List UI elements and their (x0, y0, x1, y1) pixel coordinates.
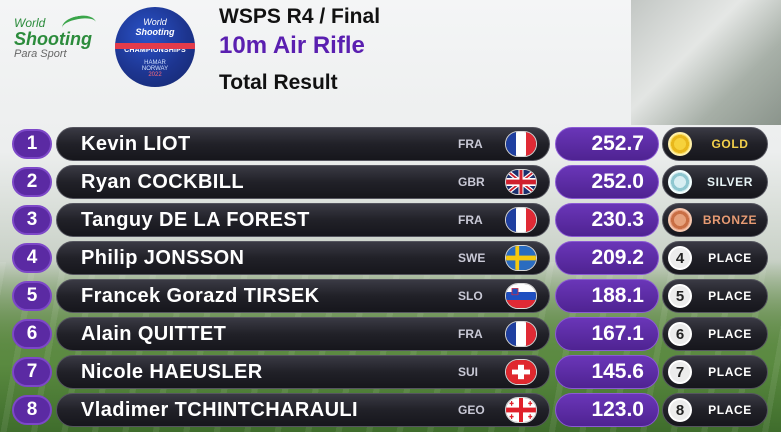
place-medal-icon: 5 (668, 284, 692, 308)
medal-label: SILVER (706, 175, 754, 189)
medal-badge: 8 PLACE (662, 393, 768, 427)
athlete-name: Philip JONSSON (81, 247, 245, 269)
place-medal-icon: 8 (668, 398, 692, 422)
sweden-flag-icon (505, 245, 537, 271)
medal-badge: 5 PLACE (662, 279, 768, 313)
score-value: 252.7 (555, 127, 659, 161)
country-code: SWE (458, 251, 486, 265)
slovenia-flag-icon (505, 283, 537, 309)
medal-badge: 6 PLACE (662, 317, 768, 351)
medal-badge: BRONZE (662, 203, 768, 237)
rank-badge: 2 (12, 167, 52, 197)
place-medal-icon: 6 (668, 322, 692, 346)
medal-label: PLACE (708, 289, 752, 303)
result-row: 4 Philip JONSSON SWE 209.2 4 PLACE (0, 241, 781, 275)
country-code: SLO (458, 289, 483, 303)
score-value: 209.2 (555, 241, 659, 275)
result-type-title: Total Result (219, 71, 338, 94)
logo-line2: Shooting (14, 29, 92, 49)
athlete-bar: Nicole HAEUSLER SUI (56, 355, 550, 389)
athlete-bar: Philip JONSSON SWE (56, 241, 550, 275)
event-title: WSPS R4 / Final (219, 5, 381, 28)
country-code: GBR (458, 175, 485, 189)
championship-logo: World Shooting CHAMPIONSHIPS HAMAR NORWA… (115, 7, 195, 87)
result-row: 5 Francek Gorazd TIRSEK SLO 188.1 5 PLAC… (0, 279, 781, 313)
rank-badge: 4 (12, 243, 52, 273)
champ-logo-stripe (115, 43, 195, 49)
champ-logo-line6: 2022 (148, 72, 162, 78)
country-code: FRA (458, 213, 483, 227)
uk-flag-icon (505, 169, 537, 195)
athlete-bar: Ryan COCKBILL GBR (56, 165, 550, 199)
country-code: GEO (458, 403, 485, 417)
result-row: 8 Vladimer TCHINTCHARAULI GEO 123.0 8 PL… (0, 393, 781, 427)
result-row: 2 Ryan COCKBILL GBR 252.0 SILVER (0, 165, 781, 199)
discipline-title: 10m Air Rifle (219, 32, 365, 59)
medal-label: BRONZE (702, 213, 758, 227)
rank-badge: 5 (12, 281, 52, 311)
athlete-bar: Francek Gorazd TIRSEK SLO (56, 279, 550, 313)
athlete-bar: Vladimer TCHINTCHARAULI GEO (56, 393, 550, 427)
result-row: 3 Tanguy DE LA FOREST FRA 230.3 BRONZE (0, 203, 781, 237)
medal-label: PLACE (708, 251, 752, 265)
logo-line3: Para Sport (14, 48, 67, 60)
score-value: 167.1 (555, 317, 659, 351)
medal-label: PLACE (708, 403, 752, 417)
medal-badge: SILVER (662, 165, 768, 199)
medal-label: GOLD (711, 137, 749, 151)
georgia-flag-icon (505, 397, 537, 423)
athlete-name: Francek Gorazd TIRSEK (81, 285, 320, 307)
champ-logo-line5: NORWAY (141, 66, 169, 72)
result-row: 6 Alain QUITTET FRA 167.1 6 PLACE (0, 317, 781, 351)
score-value: 123.0 (555, 393, 659, 427)
background-photo (631, 0, 781, 125)
athlete-name: Tanguy DE LA FOREST (81, 209, 310, 231)
rank-badge: 1 (12, 129, 52, 159)
place-medal-icon: 7 (668, 360, 692, 384)
medal-label: PLACE (708, 365, 752, 379)
athlete-name: Alain QUITTET (81, 323, 227, 345)
france-flag-icon (505, 207, 537, 233)
rank-badge: 3 (12, 205, 52, 235)
athlete-bar: Tanguy DE LA FOREST FRA (56, 203, 550, 237)
gold-medal-icon (668, 132, 692, 156)
country-code: SUI (458, 365, 479, 379)
switzerland-flag-icon (505, 359, 537, 385)
score-value: 252.0 (555, 165, 659, 199)
athlete-bar: Kevin LIOT FRA (56, 127, 550, 161)
score-value: 188.1 (555, 279, 659, 313)
logo-line1: World (14, 16, 46, 30)
champ-logo-line2: Shooting (135, 27, 175, 37)
athlete-bar: Alain QUITTET FRA (56, 317, 550, 351)
france-flag-icon (505, 131, 537, 157)
medal-label: PLACE (708, 327, 752, 341)
country-code: FRA (458, 137, 483, 151)
athlete-name: Kevin LIOT (81, 133, 191, 155)
rank-badge: 8 (12, 395, 52, 425)
rank-badge: 7 (12, 357, 52, 387)
medal-badge: GOLD (662, 127, 768, 161)
place-medal-icon: 4 (668, 246, 692, 270)
champ-logo-line1: World (143, 17, 167, 27)
result-row: 7 Nicole HAEUSLER SUI 145.6 7 PLACE (0, 355, 781, 389)
rank-badge: 6 (12, 319, 52, 349)
silver-medal-icon (668, 170, 692, 194)
athlete-name: Nicole HAEUSLER (81, 361, 263, 383)
score-value: 230.3 (555, 203, 659, 237)
athlete-name: Ryan COCKBILL (81, 171, 244, 193)
wsps-logo: World Shooting Para Sport (14, 13, 114, 60)
score-value: 145.6 (555, 355, 659, 389)
medal-badge: 4 PLACE (662, 241, 768, 275)
athlete-name: Vladimer TCHINTCHARAULI (81, 399, 358, 421)
medal-badge: 7 PLACE (662, 355, 768, 389)
result-row: 1 Kevin LIOT FRA 252.7 GOLD (0, 127, 781, 161)
country-code: FRA (458, 327, 483, 341)
champ-logo-line4: HAMAR (144, 60, 166, 66)
france-flag-icon (505, 321, 537, 347)
bronze-medal-icon (668, 208, 692, 232)
champ-logo-line3: CHAMPIONSHIPS (124, 47, 186, 54)
